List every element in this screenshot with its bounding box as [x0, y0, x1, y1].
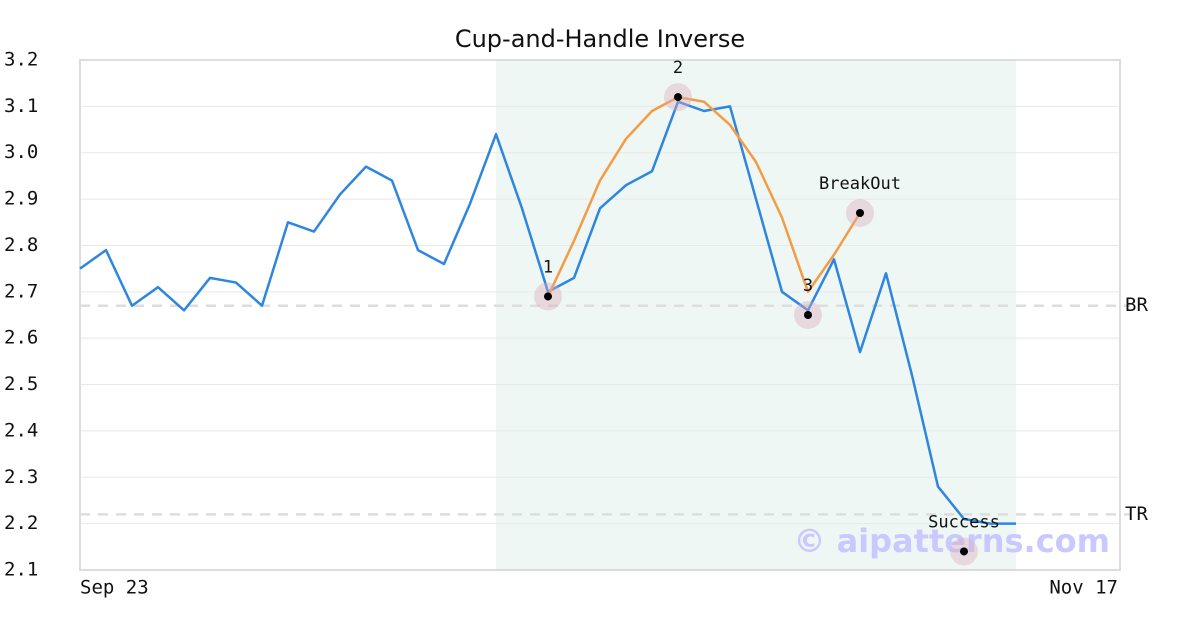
y-tick-label: 2.1	[4, 559, 38, 581]
pattern-point	[804, 311, 812, 319]
y-tick-label: 3.1	[4, 95, 38, 117]
highlight-region	[496, 60, 1016, 570]
y-tick-label: 2.3	[4, 466, 38, 488]
plot-frame	[79, 59, 1121, 571]
y-tick-label: 2.5	[4, 373, 38, 395]
line-series	[79, 100, 1016, 525]
y-tick-label: 2.2	[4, 512, 38, 534]
y-tick-label: 3.2	[4, 49, 38, 71]
pattern-point	[674, 93, 682, 102]
point-label: BreakOut	[819, 174, 901, 194]
pattern-point	[856, 209, 864, 217]
chart-title: Cup-and-Handle Inverse	[455, 25, 745, 53]
point-label: 1	[543, 257, 553, 277]
reference-label: TR	[1125, 503, 1148, 525]
x-tick-label: Sep 23	[80, 577, 149, 599]
point-label: 2	[673, 58, 683, 78]
y-tick-label: 2.4	[4, 419, 38, 441]
reference-label: BR	[1125, 294, 1148, 316]
watermark: © aipatterns.com	[793, 522, 1110, 560]
x-tick-label: Nov 17	[1049, 577, 1118, 599]
point-label: Success	[928, 512, 1000, 532]
point-label: 3	[803, 276, 813, 296]
y-tick-label: 2.9	[4, 188, 38, 210]
y-tick-label: 2.7	[4, 280, 38, 302]
y-tick-label: 2.6	[4, 327, 38, 349]
line-series	[546, 95, 862, 297]
pattern-point	[544, 292, 552, 301]
y-tick-label: 2.8	[4, 234, 38, 256]
pattern-point	[960, 547, 968, 556]
y-tick-label: 3.0	[4, 141, 38, 163]
